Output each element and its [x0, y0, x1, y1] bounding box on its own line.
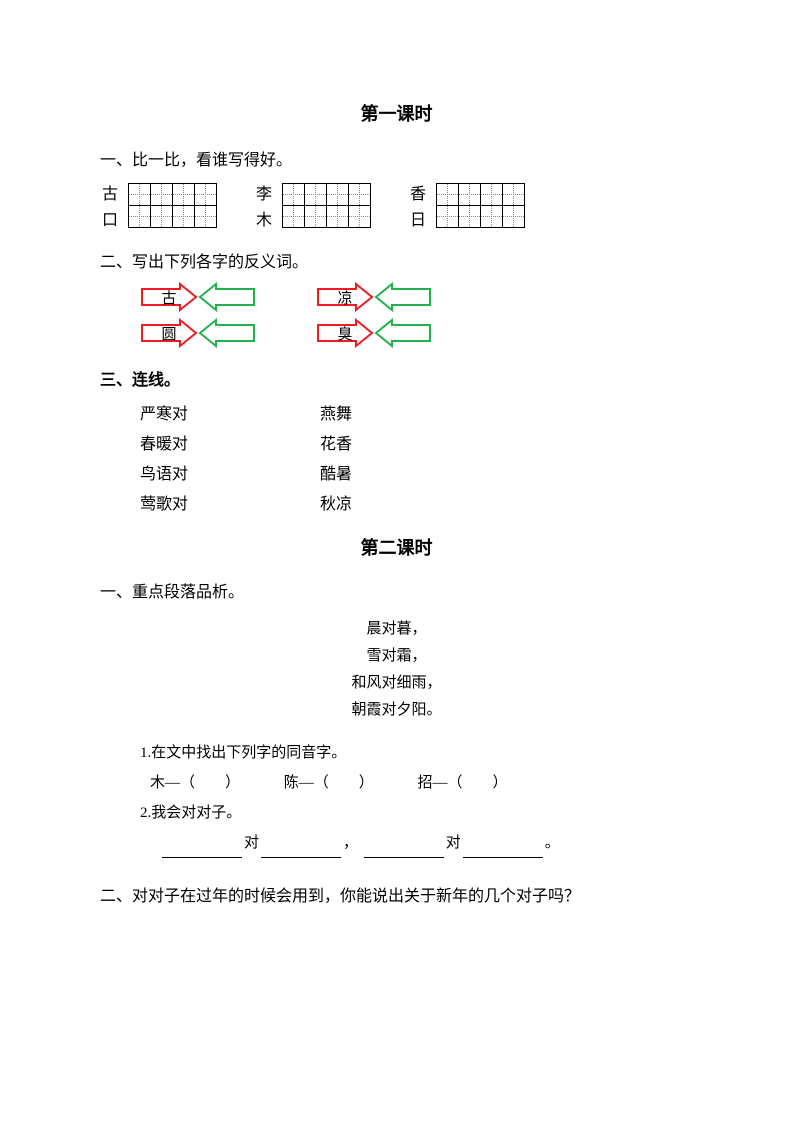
l2-section1-heading: 一、重点段落品析。	[100, 578, 693, 602]
antonym-arrows: 古 凉	[140, 282, 693, 348]
blank-3[interactable]	[364, 840, 444, 858]
blank-4[interactable]	[463, 840, 543, 858]
section3-heading: 三、连线。	[100, 366, 693, 390]
match-left-3: 莺歌对	[140, 490, 320, 514]
match-row-3: 莺歌对 秋凉	[140, 490, 693, 514]
lesson2-title: 第二课时	[100, 534, 693, 560]
match-row-0: 严寒对 燕舞	[140, 400, 693, 424]
blank-1[interactable]	[162, 840, 242, 858]
char-bottom-0: 口	[100, 206, 120, 230]
arrow-left-3[interactable]	[374, 318, 432, 348]
arrow-left-1[interactable]	[374, 282, 432, 312]
match-row-1: 春暖对 花香	[140, 430, 693, 454]
writing-grid-row: 古 口 李 木 香 日	[100, 180, 693, 230]
match-right-3: 秋凉	[320, 490, 420, 514]
q1-label: 1.在文中找出下列字的同音字。	[140, 738, 693, 768]
match-section[interactable]: 严寒对 燕舞 春暖对 花香 鸟语对 酷暑 莺歌对 秋凉	[140, 400, 693, 514]
section2-heading: 二、写出下列各字的反义词。	[100, 248, 693, 272]
char-bottom-2: 日	[408, 206, 428, 230]
poem-line-0: 晨对暮，	[100, 616, 693, 643]
poem-line-3: 朝霞对夕阳。	[100, 697, 693, 724]
char-top-2: 香	[408, 180, 428, 204]
poem: 晨对暮， 雪对霜， 和风对细雨， 朝霞对夕阳。	[100, 616, 693, 724]
char-top-1: 李	[254, 180, 274, 204]
tian-grid-0[interactable]	[128, 183, 216, 227]
arrow-char-3-left: 臭	[337, 323, 352, 344]
arrow-char-0-left: 古	[161, 287, 176, 308]
grid-pair-2: 香 日	[408, 180, 524, 230]
q1-item-0: 木—（ ）	[150, 775, 240, 791]
period-1: 。	[545, 835, 560, 851]
arrow-pair-2: 圆	[140, 318, 256, 348]
blank-2[interactable]	[261, 840, 341, 858]
arrow-right-3: 臭	[316, 318, 374, 348]
arrow-pair-0: 古	[140, 282, 256, 312]
grid-pair-1: 李 木	[254, 180, 370, 230]
dui-1: 对	[244, 835, 259, 851]
arrow-left-0[interactable]	[198, 282, 256, 312]
char-bottom-1: 木	[254, 206, 274, 230]
match-left-2: 鸟语对	[140, 460, 320, 484]
tian-grid-1[interactable]	[282, 183, 370, 227]
arrow-char-2-left: 圆	[161, 323, 176, 344]
q1-item-1: 陈—（ ）	[284, 775, 374, 791]
arrow-pair-1: 凉	[316, 282, 432, 312]
l2-section2-heading: 二、对对子在过年的时候会用到，你能说出关于新年的几个对子吗？	[100, 882, 693, 906]
match-row-2: 鸟语对 酷暑	[140, 460, 693, 484]
match-right-1: 花香	[320, 430, 420, 454]
dui-2: 对	[446, 835, 461, 851]
arrow-right-0: 古	[140, 282, 198, 312]
arrow-pair-3: 臭	[316, 318, 432, 348]
grid-pair-0: 古 口	[100, 180, 216, 230]
comma-1: ，	[343, 835, 358, 851]
section1-heading: 一、比一比，看谁写得好。	[100, 146, 693, 170]
match-right-2: 酷暑	[320, 460, 420, 484]
arrow-char-1-left: 凉	[337, 287, 352, 308]
match-left-1: 春暖对	[140, 430, 320, 454]
poem-line-2: 和风对细雨，	[100, 670, 693, 697]
q2-line[interactable]: 对 ， 对 。	[160, 828, 693, 858]
poem-line-1: 雪对霜，	[100, 643, 693, 670]
q1-items[interactable]: 木—（ ） 陈—（ ） 招—（ ）	[140, 768, 693, 798]
arrow-left-2[interactable]	[198, 318, 256, 348]
arrow-right-2: 圆	[140, 318, 198, 348]
q1-item-2: 招—（ ）	[418, 775, 508, 791]
match-left-0: 严寒对	[140, 400, 320, 424]
lesson1-title: 第一课时	[100, 100, 693, 126]
char-top-0: 古	[100, 180, 120, 204]
match-right-0: 燕舞	[320, 400, 420, 424]
tian-grid-2[interactable]	[436, 183, 524, 227]
q2-label: 2.我会对对子。	[140, 798, 693, 828]
arrow-right-1: 凉	[316, 282, 374, 312]
